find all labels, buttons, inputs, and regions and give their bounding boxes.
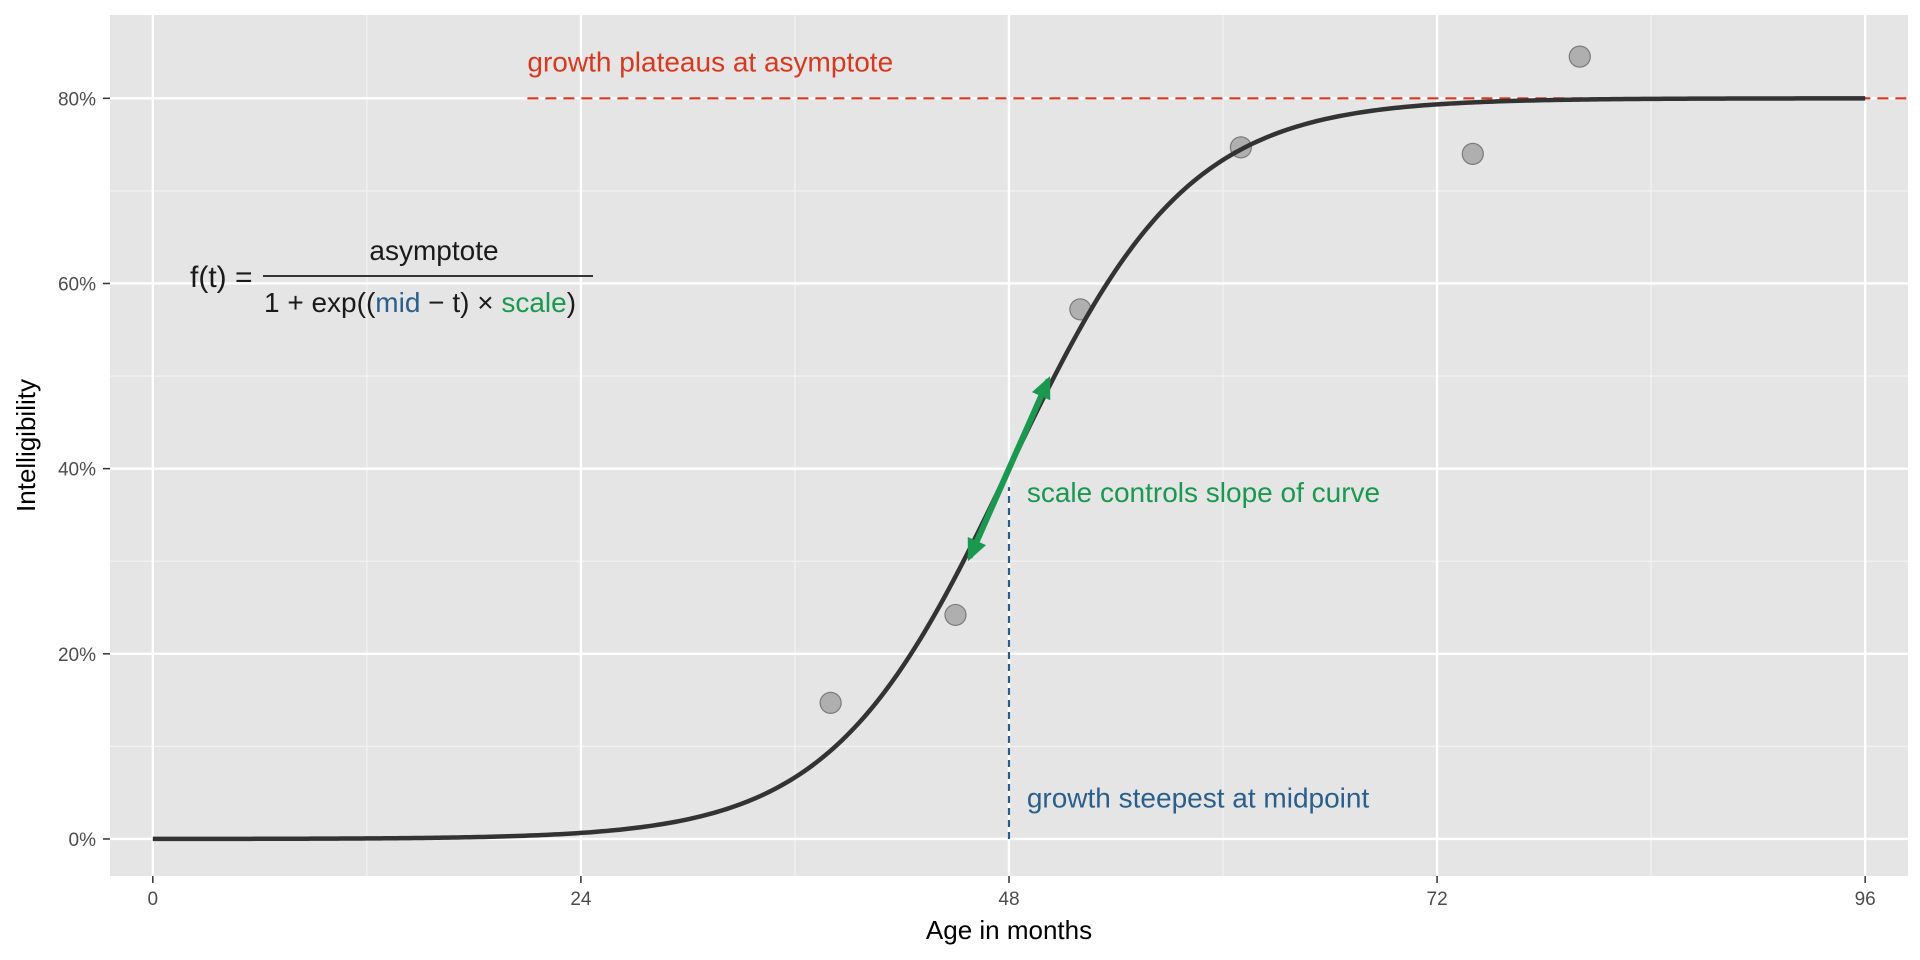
y-tick-labels: 0% 20% 40% 60% 80% (58, 89, 96, 851)
slope-arrow (967, 376, 1051, 562)
y-tick-label: 40% (58, 460, 96, 481)
slope-arrow-shaft (967, 378, 1051, 559)
asymptote-annotation: growth plateaus at asymptote (527, 46, 893, 77)
data-point (1568, 45, 1591, 68)
logistic-formula: f(t) = asymptote 1 + exp((mid − t) × sca… (190, 235, 593, 318)
y-tick-label: 20% (58, 645, 96, 666)
x-tick-label: 96 (1855, 889, 1876, 910)
formula-denominator-part-scale: scale (501, 287, 566, 318)
data-point (819, 691, 842, 714)
slope-arrowhead-bottom (967, 537, 987, 562)
formula-numerator: asymptote (369, 235, 498, 266)
slope-annotation: scale controls slope of curve (1027, 477, 1380, 508)
y-tick-label: 0% (69, 830, 97, 851)
data-point (1461, 142, 1484, 165)
formula-denominator-part-plain: 1 + exp(( (264, 287, 376, 318)
formula-denominator-part-plain: ) (567, 287, 576, 318)
formula-lhs: f(t) = (190, 261, 253, 294)
x-tick-label: 72 (1427, 889, 1448, 910)
data-point (944, 603, 967, 627)
y-axis-title: Intelligibility (11, 379, 41, 512)
x-axis-title: Age in months (926, 915, 1092, 945)
x-tick-labels: 0 24 48 72 96 (148, 889, 1876, 910)
formula-denominator-part-mid: mid (375, 287, 420, 318)
x-tick-label: 24 (570, 889, 592, 910)
y-tick-label: 60% (58, 274, 96, 295)
formula-denominator-part-plain: − t) × (420, 287, 501, 318)
slope-arrowhead-top (1031, 376, 1051, 401)
axis-ticks (103, 97, 1866, 883)
x-tick-label: 48 (998, 889, 1019, 910)
x-tick-label: 0 (148, 889, 159, 910)
y-tick-label: 80% (58, 89, 96, 110)
midpoint-annotation: growth steepest at midpoint (1027, 782, 1370, 813)
formula-denominator: 1 + exp((mid − t) × scale) (264, 287, 576, 318)
